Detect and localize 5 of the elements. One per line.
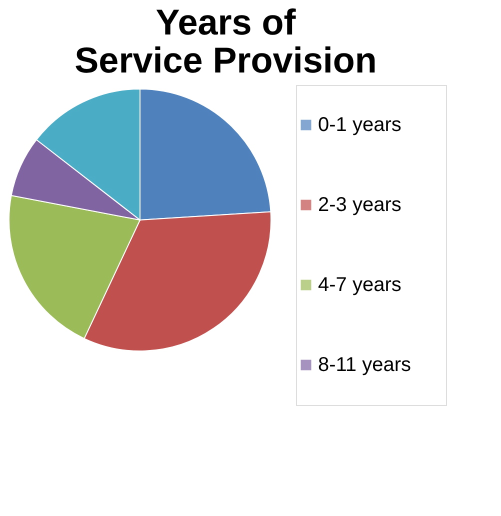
legend-label: 2-3 years: [318, 194, 402, 216]
legend-label: 0-1 years: [318, 114, 402, 136]
legend-label: 4-7 years: [318, 274, 402, 296]
legend-label: 8-11 years: [318, 354, 412, 376]
chart-title: Years of Service Provision: [74, 2, 377, 80]
